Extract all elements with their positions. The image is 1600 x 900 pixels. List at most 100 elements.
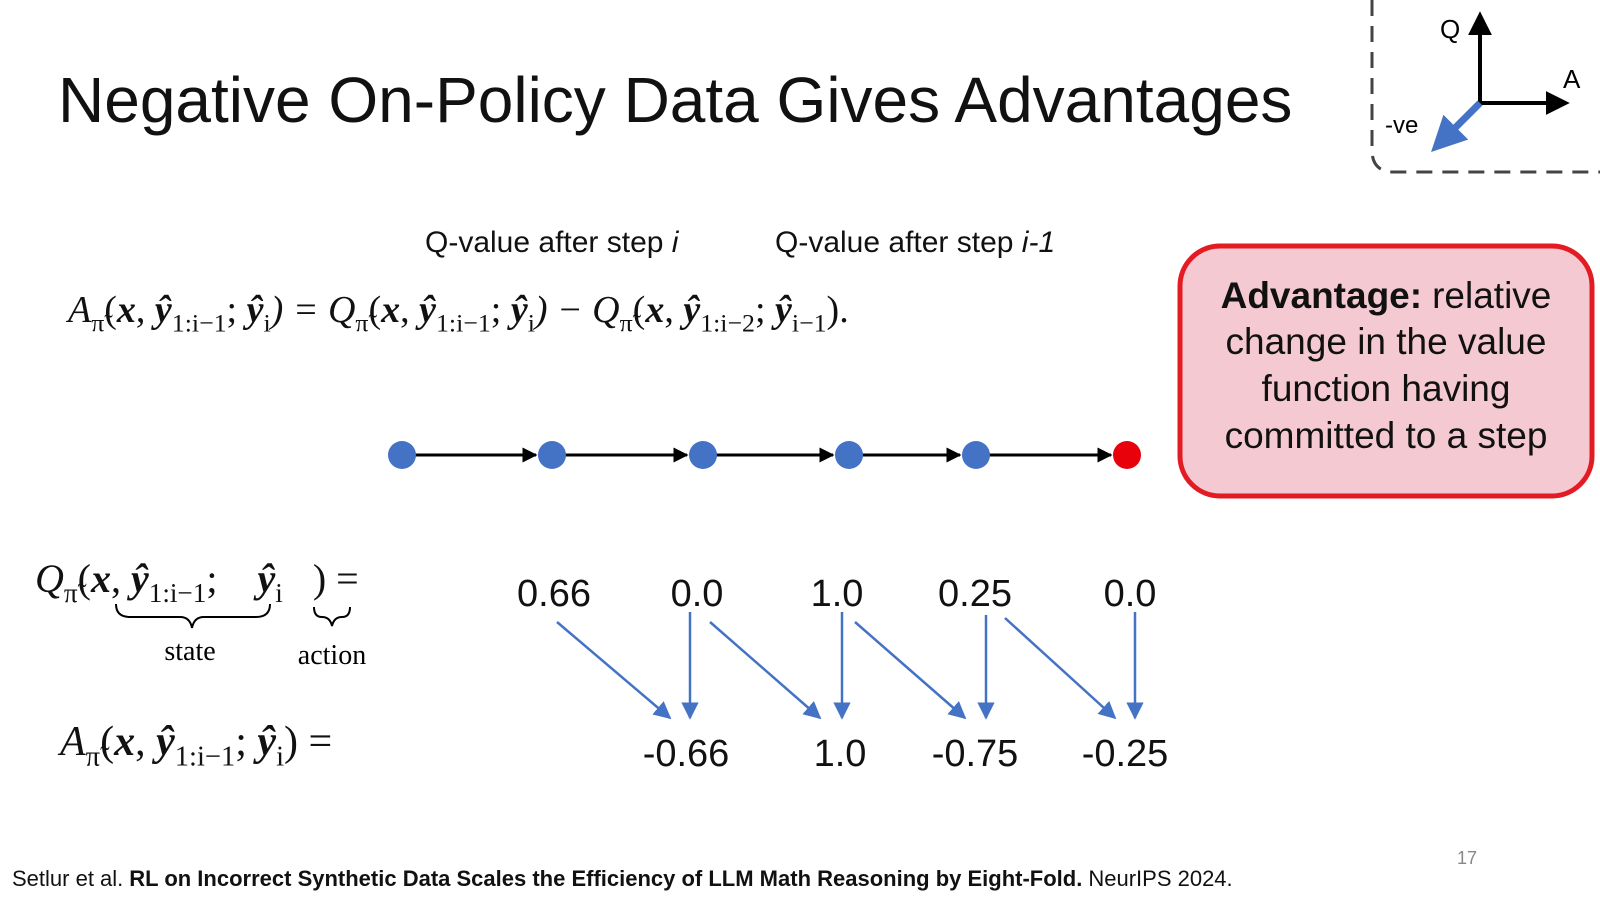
trajectory — [388, 441, 1141, 469]
formula-term: , — [135, 719, 156, 765]
step-node — [388, 441, 416, 469]
dashed-frame — [1370, 0, 1600, 174]
formula-term: ; — [206, 556, 257, 601]
subscript: i — [276, 742, 284, 773]
citation: Setlur et al. RL on Incorrect Synthetic D… — [12, 866, 1233, 891]
formula-term: x — [644, 289, 664, 331]
formula-term: ( — [368, 289, 381, 331]
annotation-text: Q-value after step — [425, 226, 672, 259]
q-value: 0.0 — [1104, 573, 1157, 615]
formula-term: ŷ — [243, 289, 264, 331]
formula-term: ŷ — [771, 289, 792, 331]
subscript: 1:i−2 — [700, 309, 755, 338]
subscript: i — [528, 309, 535, 338]
q-value: 0.0 — [671, 573, 724, 615]
formula-term: , — [136, 289, 155, 331]
subscript: 1:i−1 — [172, 309, 227, 338]
formula-term: , — [111, 556, 131, 601]
formula-term: x — [116, 289, 136, 331]
formula-term: ; — [235, 719, 257, 765]
formula: Aπ̃(x, ŷ1:i−1; ŷi) = — [57, 719, 332, 773]
formula-term: ( — [104, 289, 117, 331]
definition-term: Advantage: — [1221, 275, 1422, 316]
formula-term: ; — [227, 289, 247, 331]
formula-term: Q — [35, 556, 64, 601]
step-node — [538, 441, 566, 469]
step-node — [689, 441, 717, 469]
definition-line: Advantage: relative — [1221, 275, 1552, 316]
definition-line: committed to a step — [1225, 415, 1548, 456]
subscript: i−1 — [792, 309, 827, 338]
formula-term: ( — [633, 289, 646, 331]
formula-term: ( — [100, 719, 114, 765]
arrow — [709, 621, 822, 720]
action-label: action — [298, 640, 366, 671]
citation-venue: NeurIPS 2024. — [1088, 866, 1232, 891]
page-number: 17 — [1457, 848, 1477, 868]
citation-paper: RL on Incorrect Synthetic Data Scales th… — [129, 866, 1082, 891]
formula-term: ŷ — [679, 289, 700, 331]
formula-term: , — [400, 289, 419, 331]
neg-axis — [1431, 100, 1483, 152]
formula-term: ŷ — [127, 556, 149, 601]
state-label: state — [164, 636, 215, 667]
formula-term: ) = Q — [269, 289, 356, 331]
formula-term: ) − Q — [533, 289, 620, 331]
formula-term: ). — [827, 289, 849, 331]
q-value: 0.66 — [517, 573, 591, 615]
formula: Aπ̃(x, ŷ1:i−1; ŷi) = Qπ̃(x, ŷ1:i−1; ŷi) … — [65, 289, 849, 338]
annotation: Q-value after step i-1 — [775, 226, 1055, 259]
arrow — [1004, 617, 1117, 720]
axis-label: -ve — [1385, 112, 1418, 139]
formula-term: , — [664, 289, 683, 331]
state-brace — [115, 603, 271, 629]
formula: Qπ̃(x, ŷ1:i−1; ŷi ) = — [35, 556, 359, 608]
subscript: i — [263, 309, 270, 338]
formula-term: ; — [491, 289, 511, 331]
axis-label: A — [1563, 64, 1581, 94]
formula-term: ŷ — [253, 556, 275, 601]
arrow — [556, 621, 672, 720]
annotation-text: Q-value after step — [775, 226, 1022, 259]
step-node — [835, 441, 863, 469]
subscript: 1:i−1 — [175, 742, 236, 773]
definition-text: relative — [1432, 275, 1551, 316]
q-value: 0.25 — [938, 573, 1012, 615]
formula-term: ) = — [284, 719, 332, 765]
action-brace — [313, 606, 351, 627]
formula-term: ŷ — [151, 289, 172, 331]
formula-term: ( — [78, 556, 91, 601]
step-node — [962, 441, 990, 469]
formula-term: A — [65, 289, 92, 331]
step-node — [1113, 441, 1141, 469]
arrows — [556, 612, 1144, 720]
formula-term: ) = — [283, 556, 359, 601]
formula-term: x — [380, 289, 400, 331]
formula-term: x — [113, 719, 135, 765]
formula-term: ; — [755, 289, 775, 331]
annotation-italic: i — [672, 226, 680, 259]
annotation: Q-value after step i — [425, 226, 680, 259]
subscript: 1:i−1 — [436, 309, 491, 338]
annotation-italic: i-1 — [1022, 226, 1055, 259]
q-value: 1.0 — [811, 573, 864, 615]
subscript: 1:i−1 — [149, 578, 207, 608]
definition-box — [1177, 243, 1595, 499]
advantage-value: 1.0 — [814, 733, 867, 775]
formula-term: ŷ — [507, 289, 528, 331]
title: Negative On-Policy Data Gives Advantages — [58, 64, 1292, 136]
arrow — [854, 621, 967, 720]
formula-term: A — [57, 719, 86, 765]
advantage-value: -0.66 — [643, 733, 730, 775]
advantage-value: -0.75 — [932, 733, 1019, 775]
citation-authors: Setlur et al. — [12, 866, 123, 891]
definition-line: change in the value — [1226, 321, 1547, 362]
formula-term: x — [90, 556, 111, 601]
formula-term: ŷ — [415, 289, 436, 331]
definition-line: function having — [1262, 368, 1511, 409]
subscript: i — [275, 578, 283, 608]
axis-label: Q — [1440, 14, 1460, 44]
advantage-value: -0.25 — [1082, 733, 1169, 775]
